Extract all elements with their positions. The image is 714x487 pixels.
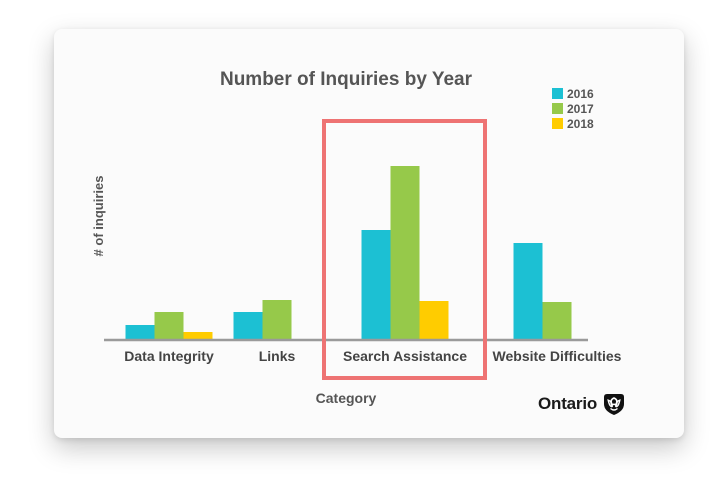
- ontario-trillium-icon: [604, 394, 625, 415]
- x-tick-label-data-integrity: Data Integrity: [124, 348, 214, 364]
- bar-website-difficulties-2017: [542, 302, 572, 340]
- bar-links-2017: [262, 300, 292, 340]
- legend-label-2017: 2017: [567, 102, 594, 116]
- bar-data-integrity-2018: [183, 332, 213, 340]
- y-axis-label: # of inquiries: [91, 176, 106, 257]
- bar-website-difficulties-2016: [513, 243, 543, 340]
- ontario-logo: Ontario: [538, 391, 626, 417]
- bar-data-integrity-2016: [125, 325, 155, 340]
- legend-swatch-2017: [552, 103, 563, 114]
- highlight-box: [322, 119, 487, 380]
- legend-label-2018: 2018: [567, 117, 594, 131]
- x-tick-labels: Data Integrity Links Search Assistance Webs…: [124, 348, 621, 364]
- chart-title: Number of Inquiries by Year: [220, 69, 473, 90]
- bar-search-assistance-2017: [390, 166, 420, 340]
- x-tick-label-links: Links: [259, 348, 296, 364]
- bar-search-assistance-2018: [419, 301, 449, 340]
- x-tick-label-search-assistance: Search Assistance: [343, 348, 467, 364]
- bars-group: [125, 166, 572, 340]
- bar-data-integrity-2017: [154, 312, 184, 340]
- x-tick-label-website-difficulties: Website Difficulties: [493, 348, 622, 364]
- x-axis-label: Category: [316, 390, 377, 406]
- legend-swatch-2018: [552, 118, 563, 129]
- bar-links-2016: [233, 312, 263, 340]
- ontario-wordmark: Ontario: [538, 394, 598, 413]
- legend-swatch-2016: [552, 88, 563, 99]
- legend-label-2016: 2016: [567, 87, 594, 101]
- bar-search-assistance-2016: [361, 230, 391, 340]
